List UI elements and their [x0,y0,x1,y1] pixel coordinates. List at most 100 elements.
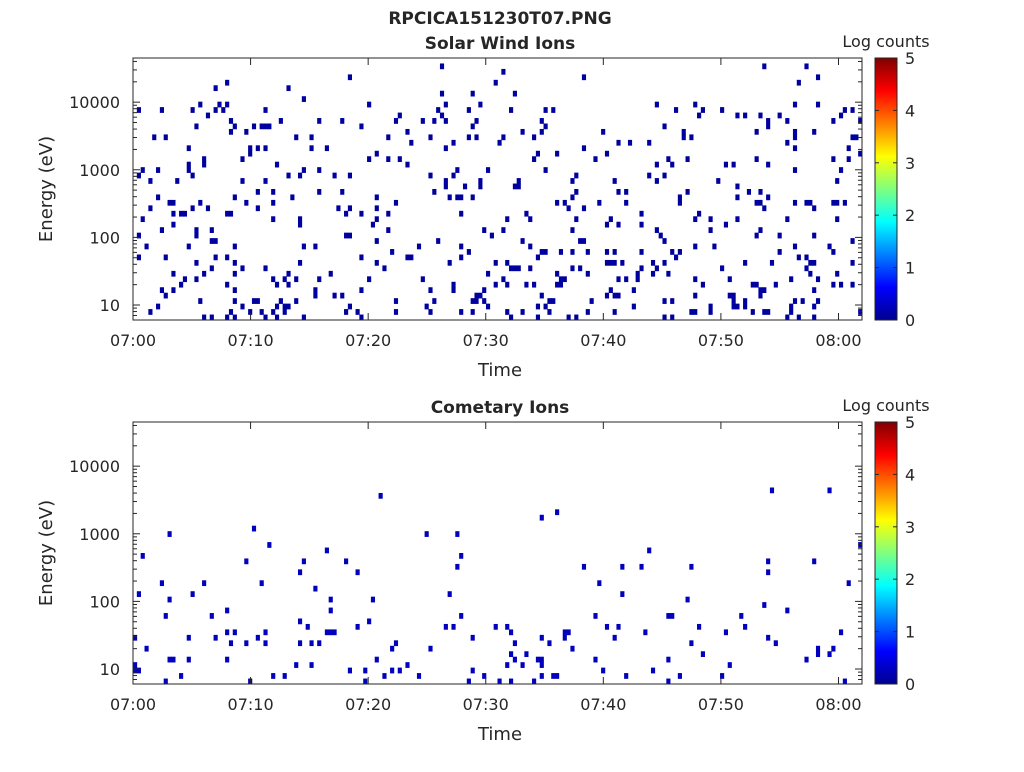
heatmap-cell [443,145,448,152]
heatmap-cell [194,123,199,130]
heatmap-cell [562,276,567,283]
heatmap-cell [758,199,763,206]
heatmap-cell [186,161,191,168]
colorbar-tick-label: 3 [905,518,915,537]
heatmap-cell [225,607,230,614]
heatmap-cell [163,254,168,261]
heatmap-cell [297,172,303,179]
heatmap-cell [662,298,667,304]
heatmap-cell [278,118,283,124]
heatmap-cell [697,210,702,217]
heatmap-cell [796,314,801,321]
heatmap-cell [532,156,537,163]
heatmap-cell [202,161,207,168]
heatmap-cell [209,314,214,321]
heatmap-cell [171,221,176,228]
heatmap-cell [601,128,606,135]
heatmap-cell [501,134,506,141]
heatmap-cell [620,563,625,570]
heatmap-cell [581,238,587,244]
heatmap-cell [359,123,364,130]
heatmap-cell [539,118,544,124]
x-tick-label: 08:00 [815,331,861,350]
heatmap-cell [838,629,844,636]
heatmap-cell [182,210,188,217]
heatmap-cell [478,292,483,299]
heatmap-cell [436,238,441,244]
heatmap-cell [720,673,725,679]
heatmap-cell [842,199,847,206]
heatmap-cell [282,673,287,679]
panel-title-cometary: Cometary Ions [431,398,570,418]
x-tick-label: 07:40 [580,331,626,350]
heatmap-cell [858,150,863,157]
heatmap-cell [543,249,548,255]
heatmap-cell [378,492,383,499]
heatmap-cell [274,281,280,288]
heatmap-cell [294,276,299,283]
heatmap-cell [278,298,283,304]
heatmap-cell [743,259,748,266]
heatmap-cell [838,167,844,173]
heatmap-cell [470,309,475,315]
colorbar-tick-label: 2 [905,206,915,225]
heatmap-cell [631,303,636,310]
heatmap-cell [555,199,560,206]
heatmap-cell [662,238,667,244]
heatmap-cell [792,199,798,206]
heatmap-cell [263,265,268,272]
heatmap-cell [232,259,237,266]
heatmap-cell [213,634,218,641]
heatmap-cell [474,134,479,141]
heatmap-cell [328,270,333,277]
heatmap-cell [359,287,364,294]
heatmap-cell [547,309,552,315]
solar-wind-spectrogram-cells [136,63,863,321]
heatmap-cell [604,259,610,266]
heatmap-cell [723,161,729,168]
heatmap-cell [766,161,771,168]
heatmap-cell [225,629,230,636]
heatmap-cell [443,623,448,630]
heatmap-cell [539,292,544,299]
heatmap-cell [390,249,395,255]
heatmap-cell [804,265,809,272]
heatmap-cell [205,112,211,119]
heatmap-cell [662,259,667,266]
heatmap-cell [654,161,659,168]
heatmap-cell [451,139,456,146]
colorbar-tick-label: 5 [905,49,915,68]
solar-wind-xlabel: Time [477,360,522,381]
heatmap-cell [585,309,590,315]
heatmap-cell [232,314,237,321]
heatmap-cell [167,656,172,663]
heatmap-cell [420,276,425,283]
heatmap-cell [735,112,740,119]
heatmap-cell [432,118,437,124]
heatmap-cell [639,221,644,228]
heatmap-cell [723,221,729,228]
heatmap-cell [370,221,376,228]
heatmap-cell [317,276,322,283]
heatmap-cell [516,265,521,272]
heatmap-cell [620,591,625,597]
heatmap-cell [735,194,740,201]
heatmap-cell [558,276,564,283]
heatmap-cell [535,150,541,157]
heatmap-cell [581,205,587,212]
heatmap-cell [620,259,625,266]
heatmap-cell [148,309,153,315]
x-tick-label: 07:20 [345,331,391,350]
cometary-x-axis: 07:00 07:10 07:20 07:30 07:40 07:50 08:00 [110,422,862,714]
heatmap-cell [539,514,544,521]
heatmap-cell [551,298,556,304]
heatmap-cell [850,281,855,288]
heatmap-cell [244,128,249,135]
heatmap-cell [232,287,237,294]
heatmap-cell [804,63,809,70]
heatmap-cell [374,238,379,244]
heatmap-cell [624,189,629,195]
heatmap-cell [555,270,560,277]
heatmap-cell [340,189,345,195]
heatmap-cell [693,276,698,283]
